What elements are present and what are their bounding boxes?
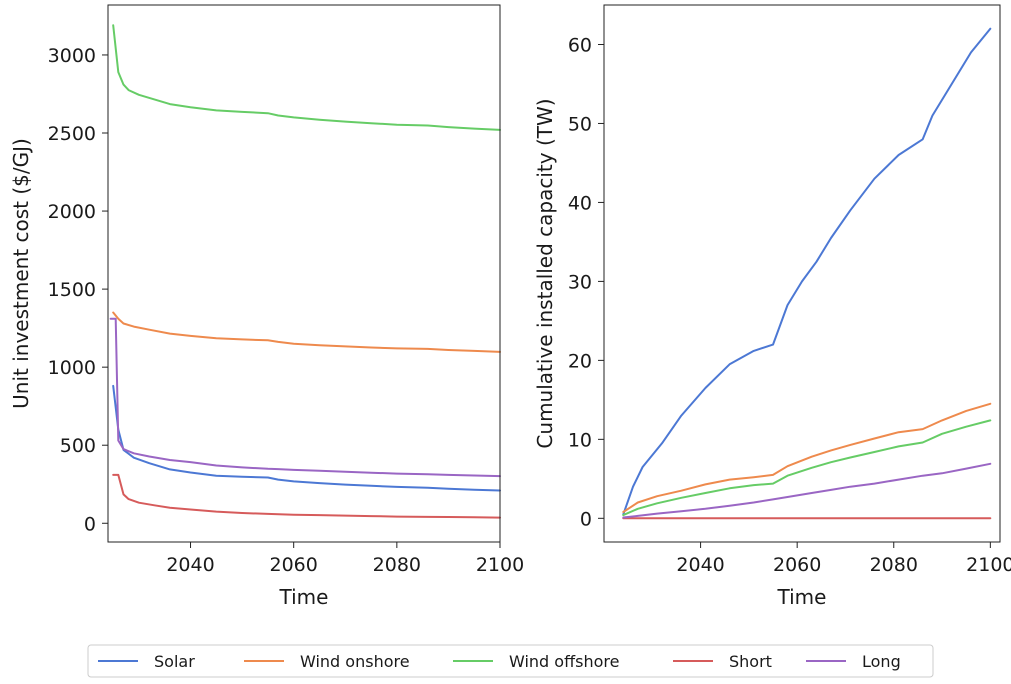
y-tick-label: 3000	[48, 45, 96, 67]
legend-box	[87, 644, 934, 678]
x-tick-label: 2040	[166, 554, 214, 576]
x-tick-label: 2100	[476, 554, 524, 576]
y-tick-label: 2000	[48, 201, 96, 223]
x-tick-label: 2080	[373, 554, 421, 576]
x-axis-label: Time	[777, 585, 827, 609]
y-tick-label: 40	[568, 192, 592, 214]
y-tick-label: 2500	[48, 123, 96, 145]
series-line-solar	[622, 27, 992, 516]
series-line-short	[112, 473, 501, 519]
y-axis-label: Unit investment cost ($/GJ)	[9, 138, 33, 409]
y-tick-label: 20	[568, 350, 592, 372]
x-tick-label: 2040	[676, 554, 724, 576]
series-line-long	[622, 462, 992, 519]
x-tick-label: 2060	[270, 554, 318, 576]
x-tick-label: 2080	[870, 554, 918, 576]
series-line-wind-onshore	[112, 311, 501, 353]
y-tick-label: 500	[60, 435, 96, 457]
series-line-wind-offshore	[622, 419, 992, 517]
series-line-wind-onshore	[622, 402, 992, 513]
legend-label-short: Short	[729, 652, 772, 671]
y-tick-label: 30	[568, 271, 592, 293]
series-line-wind-offshore	[112, 24, 501, 131]
x-tick-label: 2100	[966, 554, 1011, 576]
y-tick-label: 0	[580, 508, 592, 530]
x-axis-label: Time	[279, 585, 329, 609]
y-tick-label: 0	[84, 513, 96, 535]
y-tick-label: 1500	[48, 279, 96, 301]
plot-frame	[603, 4, 1001, 543]
right-chart-cumulative-capacity: 2040 2060 2080 2100 0 10 20 30 40 50 60 Time Cumulat…	[533, 4, 1011, 609]
legend-label-long: Long	[862, 652, 901, 671]
legend-label-solar: Solar	[154, 652, 195, 671]
y-tick-label: 1000	[48, 357, 96, 379]
y-axis-label: Cumulative installed capacity (TW)	[533, 98, 557, 448]
y-tick-label: 50	[568, 113, 592, 135]
legend-label-wind-offshore: Wind offshore	[509, 652, 619, 671]
legend: Solar Wind onshore Wind offshore Short Long	[87, 644, 934, 678]
series-line-long	[109, 317, 501, 478]
series-line-solar	[112, 384, 501, 492]
y-tick-label: 60	[568, 34, 592, 56]
left-chart-unit-investment-cost: 2040 2060 2080 2100 0 500 1000 1500 2000 2500 3000…	[9, 4, 524, 609]
legend-label-wind-onshore: Wind onshore	[300, 652, 410, 671]
x-tick-label: 2060	[773, 554, 821, 576]
y-tick-label: 10	[568, 429, 592, 451]
plot-frame	[107, 4, 501, 543]
